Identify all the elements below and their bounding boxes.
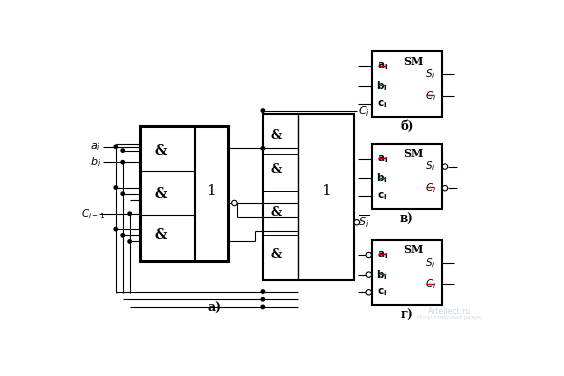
Text: &: &	[270, 163, 281, 176]
Text: а): а)	[208, 302, 222, 315]
Text: $\mathbf{c_i}$: $\mathbf{c_i}$	[377, 190, 387, 202]
Text: &: &	[270, 248, 281, 261]
Text: &: &	[270, 129, 281, 143]
Bar	[372, 144, 442, 209]
Text: &: &	[155, 144, 168, 158]
Circle shape	[442, 164, 448, 169]
Text: $S_i$: $S_i$	[425, 256, 436, 270]
Text: $C_{i-1}$: $C_{i-1}$	[81, 207, 105, 221]
Text: Artellect.ru: Artellect.ru	[428, 307, 471, 316]
Circle shape	[128, 212, 131, 215]
Text: &: &	[155, 187, 168, 201]
Text: $b_i$: $b_i$	[90, 155, 101, 169]
Circle shape	[366, 252, 372, 258]
Text: $\overline{C_i}$: $\overline{C_i}$	[358, 102, 371, 119]
Circle shape	[114, 227, 117, 231]
Text: $C_i$: $C_i$	[425, 277, 437, 291]
Text: SM: SM	[404, 56, 424, 67]
Text: $\mathbf{b_i}$: $\mathbf{b_i}$	[377, 171, 388, 185]
Text: $C_i$: $C_i$	[425, 181, 437, 195]
Circle shape	[261, 109, 265, 112]
Circle shape	[121, 233, 125, 237]
Text: &: &	[155, 228, 168, 242]
Bar	[372, 51, 442, 117]
Text: 1: 1	[206, 184, 216, 199]
Circle shape	[354, 220, 359, 225]
Circle shape	[232, 200, 237, 206]
Circle shape	[442, 185, 448, 191]
Text: $\mathbf{b_i}$: $\mathbf{b_i}$	[377, 79, 388, 93]
Text: Искусственный разум: Искусственный разум	[417, 315, 481, 320]
Text: $\overline{S_i}$: $\overline{S_i}$	[358, 214, 370, 230]
Text: $\mathbf{a_i}$: $\mathbf{a_i}$	[377, 61, 387, 72]
Text: $\mathbf{c_i}$: $\mathbf{c_i}$	[377, 98, 387, 109]
Text: $S_i$: $S_i$	[425, 67, 436, 81]
Text: SM: SM	[404, 148, 424, 159]
Circle shape	[261, 147, 265, 150]
Circle shape	[261, 297, 265, 301]
Text: б): б)	[400, 120, 413, 133]
Circle shape	[261, 290, 265, 293]
Circle shape	[114, 186, 117, 189]
Circle shape	[128, 240, 131, 243]
Circle shape	[121, 149, 125, 152]
Circle shape	[366, 290, 372, 295]
Text: &: &	[270, 206, 281, 220]
Text: г): г)	[400, 309, 413, 322]
Circle shape	[121, 161, 125, 164]
Text: SM: SM	[404, 244, 424, 255]
Text: $\mathbf{c_i}$: $\mathbf{c_i}$	[377, 287, 387, 298]
Text: $C_i$: $C_i$	[425, 89, 437, 103]
Text: $S_i$: $S_i$	[425, 160, 436, 173]
Text: $\mathbf{a_i}$: $\mathbf{a_i}$	[377, 153, 387, 165]
Bar	[140, 126, 228, 261]
Circle shape	[114, 145, 117, 149]
Bar	[372, 240, 442, 305]
Text: в): в)	[400, 213, 414, 226]
Circle shape	[261, 305, 265, 309]
Circle shape	[121, 192, 125, 196]
Bar	[263, 114, 354, 280]
Text: $\mathbf{a_i}$: $\mathbf{a_i}$	[377, 249, 387, 261]
Circle shape	[366, 272, 372, 277]
Text: $a_i$: $a_i$	[90, 141, 100, 153]
Text: 1: 1	[321, 184, 331, 199]
Text: $\mathbf{b_i}$: $\mathbf{b_i}$	[377, 268, 388, 282]
